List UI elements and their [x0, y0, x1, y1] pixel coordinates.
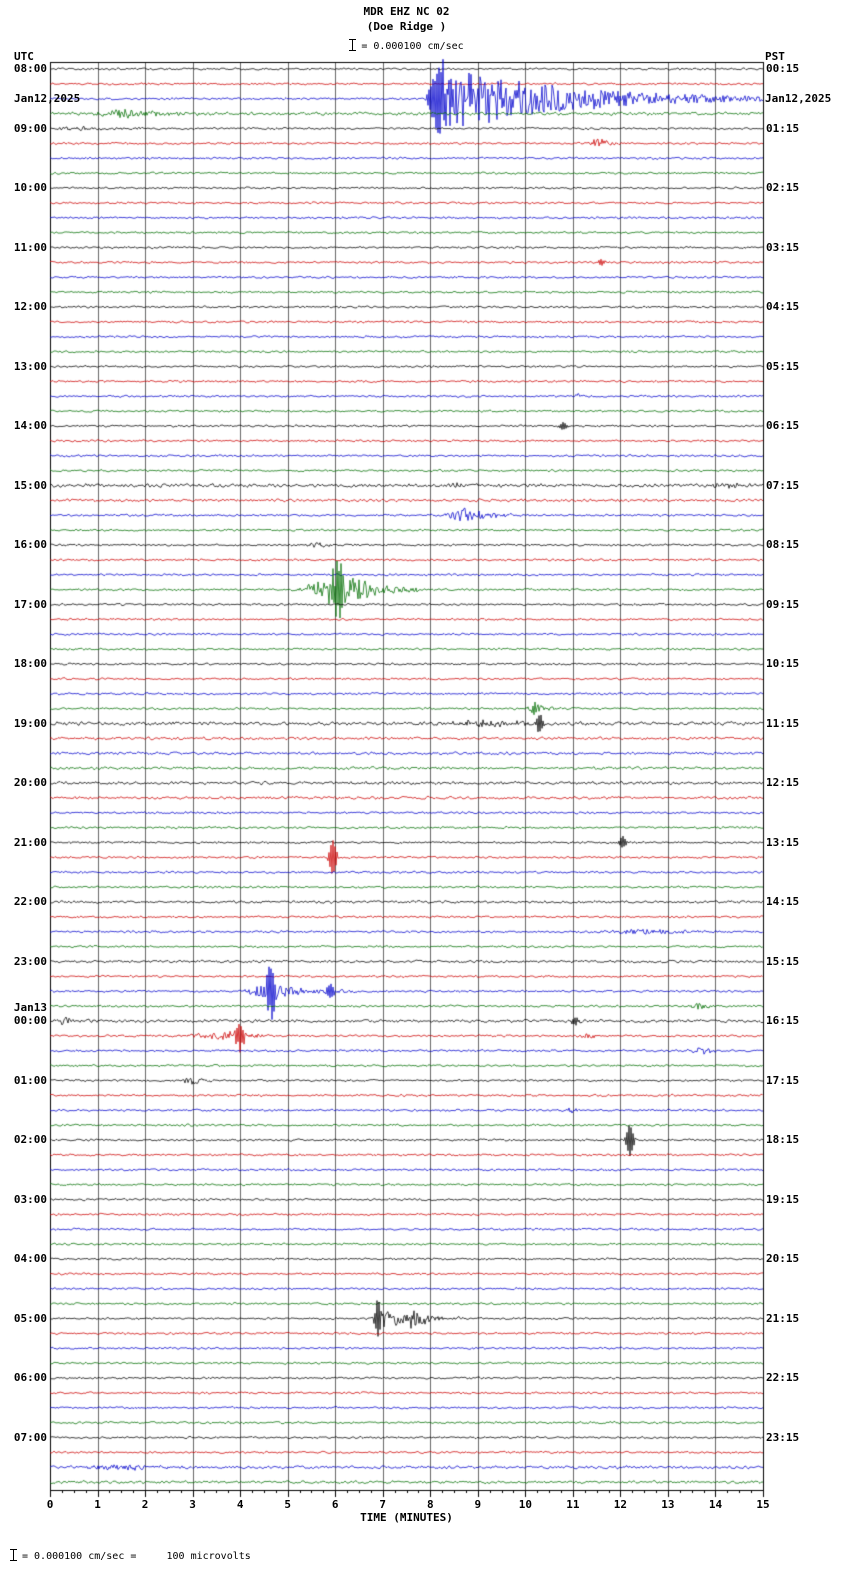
pst-hour-label: 06:15	[766, 419, 800, 432]
utc-date-label: Jan13	[13, 1001, 47, 1014]
pst-hour-label: 01:15	[766, 121, 800, 135]
pst-hour-label: 20:15	[766, 1252, 800, 1265]
pst-hour-label: 09:15	[766, 597, 800, 611]
x-tick-label: 8	[426, 1498, 434, 1511]
station-subtitle: (Doe Ridge )	[366, 20, 447, 33]
pst-hour-label: 03:15	[766, 240, 800, 254]
pst-hour-label: 15:15	[766, 954, 800, 968]
utc-hour-label: 11:00	[13, 240, 47, 254]
pst-hour-label: 13:15	[766, 835, 800, 849]
x-tick-label: 1	[94, 1498, 101, 1511]
header: MDR EHZ NC 02 (Doe Ridge ) = 0.000100 cm…	[50, 4, 763, 52]
x-tick-label: 15	[756, 1498, 770, 1511]
utc-hour-label: 22:00	[13, 895, 47, 908]
x-tick-label: 6	[331, 1498, 339, 1511]
left-timezone-label: UTC	[14, 50, 34, 63]
x-tick-label: 13	[661, 1498, 675, 1511]
utc-hour-label: 06:00	[13, 1371, 47, 1384]
scale-bar-icon	[10, 1549, 17, 1561]
x-tick-label: 3	[189, 1498, 196, 1511]
utc-hour-label: 04:00	[13, 1252, 47, 1265]
pst-hour-label: 04:15	[766, 300, 800, 313]
x-tick-label: 4	[236, 1498, 244, 1511]
x-tick-label: 11	[566, 1498, 580, 1511]
x-tick-label: 9	[474, 1498, 482, 1511]
x-tick-label: 2	[141, 1498, 149, 1511]
utc-hour-label: 02:00	[13, 1133, 47, 1146]
pst-hour-label: 18:15	[766, 1133, 800, 1146]
utc-hour-label: 14:00	[13, 419, 47, 432]
pst-hour-label: 19:15	[766, 1192, 800, 1206]
footer-scale-text: = 0.000100 cm/sec = 100 microvolts	[22, 1551, 251, 1562]
utc-hour-label: 00:00	[13, 1014, 47, 1027]
x-tick-label: 7	[379, 1498, 387, 1511]
utc-hour-label: 23:00	[13, 954, 47, 968]
pst-hour-label: 07:15	[766, 478, 800, 492]
right-header: PST Jan12,2025	[765, 22, 831, 134]
x-tick-label: 10	[518, 1498, 532, 1511]
x-tick-label: 12	[613, 1498, 628, 1511]
pst-hour-label: 11:15	[766, 716, 800, 730]
right-date-label: Jan12,2025	[765, 92, 832, 105]
utc-hour-label: 10:00	[13, 181, 47, 194]
scale-text: = 0.000100 cm/sec	[361, 41, 464, 52]
pst-hour-label: 17:15	[766, 1073, 800, 1087]
x-tick-label: 14	[708, 1498, 723, 1511]
utc-hour-label: 18:00	[13, 657, 47, 670]
pst-hour-label: 21:15	[766, 1311, 800, 1325]
utc-hour-label: 09:00	[13, 121, 47, 135]
utc-hour-label: 03:00	[13, 1192, 47, 1206]
pst-hour-label: 00:15	[766, 62, 800, 75]
left-header: UTC Jan12,2025	[14, 22, 80, 134]
x-axis-title: TIME (MINUTES)	[360, 1511, 453, 1524]
left-date-label: Jan12,2025	[14, 92, 81, 105]
utc-hour-label: 20:00	[13, 776, 47, 789]
pst-hour-label: 14:15	[766, 895, 800, 908]
utc-hour-label: 13:00	[13, 359, 47, 373]
pst-hour-label: 16:15	[766, 1014, 800, 1027]
station-title: MDR EHZ NC 02	[363, 5, 450, 18]
pst-hour-label: 02:15	[766, 181, 800, 194]
pst-hour-label: 22:15	[766, 1371, 800, 1384]
utc-hour-label: 05:00	[13, 1311, 47, 1325]
scale-bar-icon	[349, 39, 357, 51]
utc-hour-label: 07:00	[13, 1430, 47, 1444]
utc-hour-label: 01:00	[13, 1073, 47, 1087]
utc-hour-label: 08:00	[13, 62, 47, 75]
x-tick-label: 5	[284, 1498, 291, 1511]
pst-hour-label: 23:15	[766, 1430, 800, 1444]
utc-hour-label: 21:00	[13, 835, 47, 849]
pst-hour-label: 05:15	[766, 359, 800, 373]
utc-hour-label: 17:00	[13, 597, 47, 611]
utc-hour-label: 15:00	[13, 478, 47, 492]
footer-scale-note: = 0.000100 cm/sec = 100 microvolts	[10, 1549, 251, 1562]
utc-hour-label: 19:00	[13, 716, 47, 730]
utc-hour-label: 16:00	[13, 538, 47, 551]
utc-hour-label: 12:00	[13, 300, 47, 313]
scale-line: = 0.000100 cm/sec	[50, 39, 763, 52]
pst-hour-label: 08:15	[766, 538, 800, 551]
right-timezone-label: PST	[765, 50, 785, 63]
x-tick-label: 0	[46, 1498, 54, 1511]
pst-hour-label: 12:15	[766, 776, 800, 789]
pst-hour-label: 10:15	[766, 657, 800, 670]
